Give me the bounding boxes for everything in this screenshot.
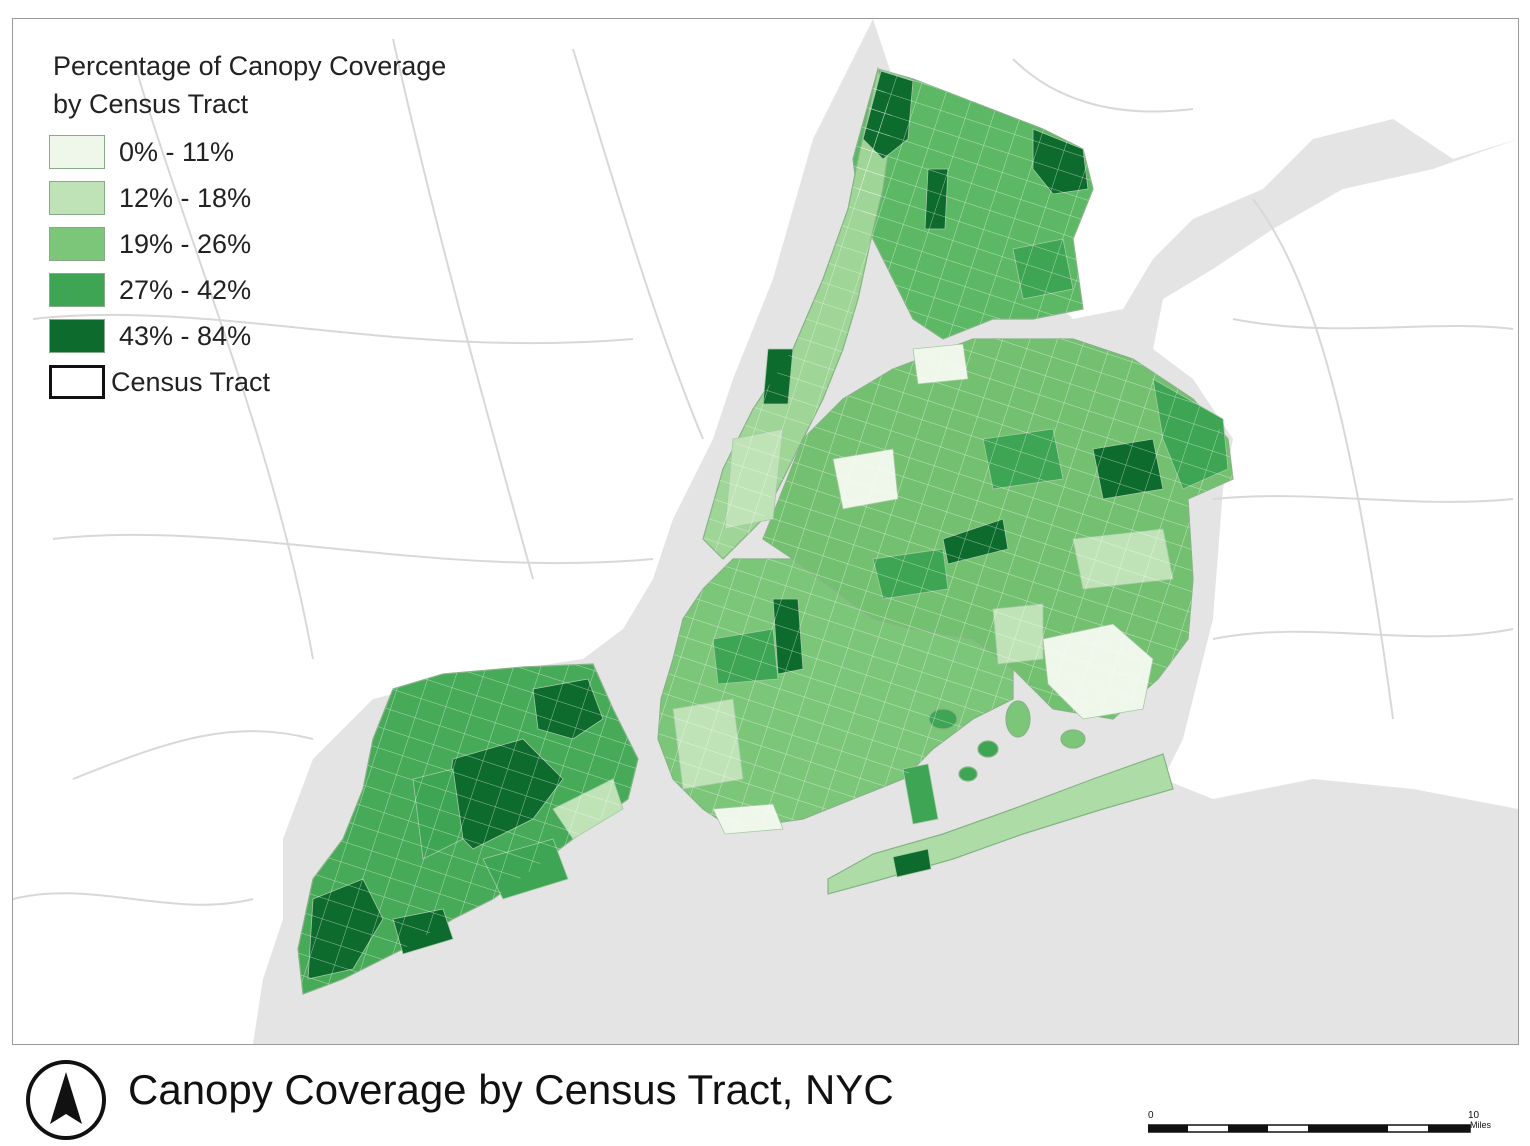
legend-row-class-0: 0% - 11% bbox=[49, 129, 519, 175]
legend-title: Percentage of Canopy Coverage by Census … bbox=[53, 47, 519, 123]
map-title: Canopy Coverage by Census Tract, NYC bbox=[128, 1066, 894, 1113]
map-frame: Percentage of Canopy Coverage by Census … bbox=[12, 18, 1519, 1045]
scale-bar: 0 10 Miles bbox=[1148, 1106, 1491, 1140]
census-tract-grid bbox=[298, 69, 1233, 994]
legend-swatch-class-2 bbox=[49, 227, 105, 261]
legend-swatch-class-3 bbox=[49, 273, 105, 307]
long-island-land bbox=[1153, 139, 1518, 809]
legend-row-census-tract: Census Tract bbox=[49, 359, 519, 405]
legend-classes: 0% - 11% 12% - 18% 19% - 26% 27% - 42% 43% -… bbox=[49, 129, 519, 359]
jamaica-bay-island bbox=[958, 766, 978, 782]
scale-bar-graphic bbox=[1148, 1124, 1471, 1133]
legend-label-class-2: 19% - 26% bbox=[119, 228, 252, 259]
map-footer: Canopy Coverage by Census Tract, NYC 0 1… bbox=[0, 1044, 1530, 1146]
scale-unit-label: Miles bbox=[1470, 1120, 1492, 1130]
scale-end-label: 10 bbox=[1468, 1110, 1480, 1121]
legend-label-class-0: 0% - 11% bbox=[119, 136, 235, 167]
new-jersey-land bbox=[13, 19, 873, 1044]
legend-title-line1: Percentage of Canopy Coverage bbox=[53, 51, 447, 81]
jamaica-bay-island bbox=[977, 740, 999, 758]
scale-start-label: 0 bbox=[1148, 1110, 1154, 1121]
legend-label-class-1: 12% - 18% bbox=[119, 182, 252, 213]
jamaica-bay-island bbox=[1005, 700, 1031, 738]
north-arrow-icon bbox=[26, 1060, 106, 1140]
legend-swatch-class-1 bbox=[49, 181, 105, 215]
legend-row-class-4: 43% - 84% bbox=[49, 313, 519, 359]
jamaica-bay-island bbox=[1060, 729, 1086, 749]
canopy-patch-mid bbox=[902, 763, 939, 825]
legend-swatch-class-0 bbox=[49, 135, 105, 169]
map-canvas bbox=[13, 19, 1518, 1044]
canopy-patch-dark bbox=[892, 848, 932, 878]
legend-title-line2: by Census Tract bbox=[53, 89, 249, 119]
legend-row-class-1: 12% - 18% bbox=[49, 175, 519, 221]
legend-row-class-3: 27% - 42% bbox=[49, 267, 519, 313]
map-legend: Percentage of Canopy Coverage by Census … bbox=[49, 47, 519, 405]
legend-label-class-4: 43% - 84% bbox=[119, 320, 252, 351]
legend-swatch-census-tract bbox=[49, 365, 105, 399]
legend-label-census-tract: Census Tract bbox=[111, 366, 271, 397]
legend-swatch-class-4 bbox=[49, 319, 105, 353]
road-network bbox=[13, 38, 1514, 906]
legend-label-class-3: 27% - 42% bbox=[119, 274, 252, 305]
legend-row-class-2: 19% - 26% bbox=[49, 221, 519, 267]
